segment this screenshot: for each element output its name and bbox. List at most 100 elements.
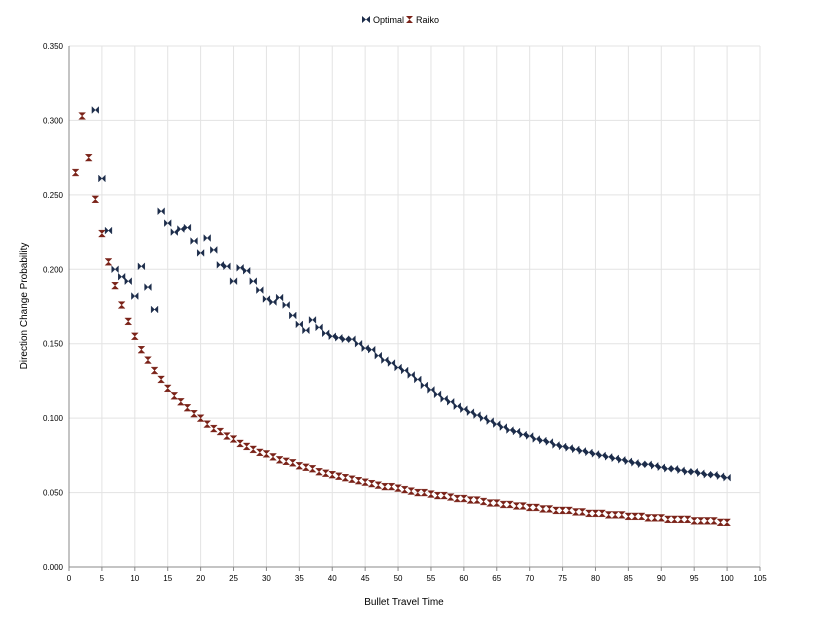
x-tick-label: 90 [657, 574, 666, 583]
raiko-point [506, 500, 514, 509]
raiko-point [604, 511, 613, 519]
legend-optimal-marker [362, 16, 370, 23]
raiko-point [262, 450, 271, 458]
y-axis-label: Direction Change Probability [19, 243, 30, 370]
optimal-point [473, 411, 481, 420]
optimal-point [506, 426, 514, 434]
raiko-point [176, 398, 185, 406]
raiko-point [585, 509, 593, 518]
raiko-point [650, 514, 659, 522]
optimal-point [499, 423, 507, 431]
raiko-point [78, 112, 87, 120]
raiko-point [492, 499, 501, 507]
optimal-point [631, 458, 639, 467]
optimal-point [381, 356, 389, 364]
optimal-point [197, 249, 205, 257]
raiko-point [170, 392, 179, 400]
raiko-point [137, 346, 146, 354]
optimal-point [111, 265, 119, 274]
raiko-point [183, 404, 192, 412]
optimal-point [414, 375, 422, 384]
optimal-point [289, 311, 297, 320]
raiko-point [348, 475, 356, 483]
optimal-point [710, 470, 718, 479]
optimal-point [684, 467, 692, 476]
raiko-point [413, 488, 422, 497]
raiko-point [315, 468, 323, 476]
raiko-point [124, 317, 133, 325]
raiko-point [203, 420, 212, 428]
optimal-point [374, 351, 382, 360]
optimal-point [368, 345, 376, 354]
optimal-point [670, 464, 679, 473]
x-tick-label: 55 [426, 574, 435, 583]
optimal-point [203, 234, 211, 242]
legend-raiko-label: Raiko [416, 15, 439, 25]
optimal-point [335, 333, 343, 342]
raiko-point [163, 384, 172, 392]
x-tick-label: 60 [459, 574, 468, 583]
optimal-point [275, 293, 284, 302]
x-tick-label: 95 [690, 574, 699, 583]
raiko-point [690, 517, 699, 525]
raiko-point [321, 469, 330, 477]
optimal-point [644, 460, 652, 469]
raiko-point [459, 494, 468, 503]
optimal-point [519, 430, 527, 439]
optimal-point [131, 292, 139, 300]
raiko-point [473, 496, 481, 504]
optimal-point [703, 470, 711, 479]
raiko-point [381, 483, 389, 491]
optimal-point [177, 225, 185, 233]
raiko-point [631, 512, 639, 520]
raiko-point [104, 258, 113, 266]
optimal-point [545, 438, 554, 446]
y-tick-label: 0.350 [43, 42, 64, 51]
optimal-point [427, 385, 435, 394]
x-tick-label: 40 [328, 574, 337, 583]
raiko-point [558, 506, 567, 515]
optimal-point [466, 408, 475, 417]
optimal-point [302, 326, 310, 335]
raiko-point [98, 229, 106, 238]
y-tick-label: 0.100 [43, 414, 64, 423]
raiko-point [361, 478, 370, 486]
optimal-point [677, 466, 685, 475]
raiko-point [519, 502, 527, 510]
optimal-point [480, 414, 488, 423]
raiko-point [400, 485, 409, 494]
raiko-point [499, 500, 508, 509]
optimal-point [118, 272, 126, 281]
optimal-point [256, 286, 264, 295]
optimal-point [183, 223, 192, 232]
optimal-point [651, 461, 659, 470]
raiko-point [255, 448, 264, 456]
raiko-point [486, 499, 495, 507]
axes [68, 46, 761, 571]
optimal-point [341, 335, 349, 344]
raiko-point [367, 480, 376, 488]
raiko-point [374, 481, 383, 489]
x-tick-label: 50 [394, 574, 403, 583]
raiko-point [249, 445, 258, 454]
optimal-point [532, 435, 540, 443]
raiko-point [295, 462, 304, 470]
optimal-point [453, 402, 461, 411]
raiko-point [525, 503, 534, 512]
optimal-point [618, 455, 626, 464]
optimal-point [697, 469, 705, 478]
optimal-point [282, 301, 290, 309]
raiko-point [387, 483, 396, 491]
optimal-point [552, 441, 560, 449]
optimal-point [137, 262, 145, 271]
raiko-point [538, 505, 547, 513]
optimal-point [104, 226, 113, 235]
x-tick-label: 25 [229, 574, 238, 583]
raiko-point [157, 375, 166, 384]
optimal-point [420, 381, 428, 390]
optimal-point [308, 316, 317, 324]
raiko-point [229, 435, 238, 443]
y-tick-label: 0.300 [43, 116, 64, 125]
optimal-point [98, 174, 106, 183]
